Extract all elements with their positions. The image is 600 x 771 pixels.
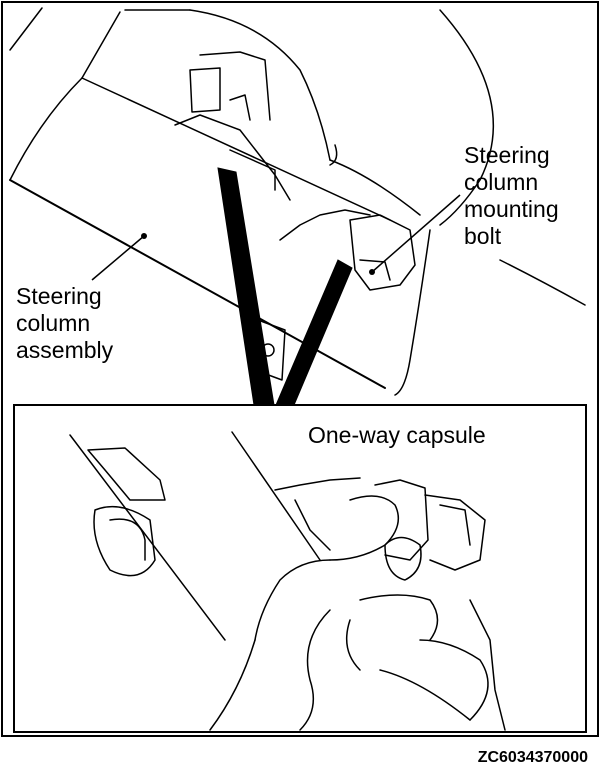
inset-frame <box>13 404 587 733</box>
label-assembly-line-3: assembly <box>16 337 114 363</box>
figure-code: ZC6034370000 <box>478 749 588 766</box>
upper-view <box>9 7 586 396</box>
label-bolt-line-4: bolt <box>464 223 502 249</box>
label-one-way-capsule: One-way capsule <box>308 422 486 448</box>
inset-view <box>69 431 506 731</box>
label-bolt-line-1: Steering <box>464 142 550 168</box>
label-bolt-line-3: mounting <box>464 196 559 222</box>
label-assembly-line-2: column <box>16 310 90 336</box>
assembly-dot <box>141 233 147 239</box>
label-bolt-line-2: column <box>464 169 538 195</box>
bolt-dot <box>369 269 375 275</box>
label-assembly-line-1: Steering <box>16 283 102 309</box>
